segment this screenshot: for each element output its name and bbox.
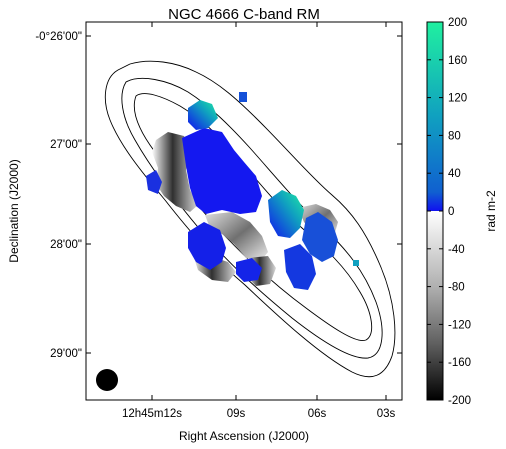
rm-positive-region-right <box>268 190 304 238</box>
y-tick-label: -0°26'00" <box>35 31 82 43</box>
x-tick-label: 12h45m12s <box>122 408 182 420</box>
x-axis <box>151 22 387 400</box>
rm-positive-region-center <box>236 258 262 282</box>
rm-negative-region-center <box>205 212 268 262</box>
y-tick-label: 27'00" <box>50 139 82 151</box>
rm-positive-region-lower-left <box>188 222 226 270</box>
rm-positive-speck-right <box>353 260 359 266</box>
rm-positive-region-left <box>146 170 162 194</box>
x-axis-label: Right Ascension (J2000) <box>179 429 309 443</box>
y-tick-label: 28'00" <box>50 239 82 251</box>
y-tick-label: 29'00" <box>50 348 82 360</box>
rm-positive-region-top <box>188 100 218 130</box>
colorbar-tick-label: 80 <box>448 130 461 142</box>
y-axis-label: Declination (J2000) <box>7 159 21 262</box>
chart-title: NGC 4666 C-band RM <box>168 6 320 23</box>
rm-positive-region-bottom <box>284 244 316 290</box>
colorbar-tick-label: -160 <box>448 357 471 369</box>
y-axis <box>86 35 402 354</box>
colorbar-tick-label: -120 <box>448 319 471 331</box>
beam-marker <box>96 369 118 391</box>
colorbar-ticks: 200 160 120 80 40 0 -40 -80 -120 -160 -200 <box>427 17 471 407</box>
colorbar-tick-label: -40 <box>448 244 465 256</box>
rm-positive-region-far-right <box>302 212 338 262</box>
colorbar-label: rad m-2 <box>484 190 498 232</box>
rm-positive-region-main <box>182 128 262 214</box>
colorbar-tick-label: 40 <box>448 168 461 180</box>
x-tick-label: 06s <box>308 408 327 420</box>
colorbar-tick-label: 160 <box>448 55 467 67</box>
colorbar-tick-label: -200 <box>448 395 471 407</box>
colorbar-tick-label: 0 <box>448 206 454 218</box>
x-tick-label: 03s <box>377 408 396 420</box>
colorbar-tick-label: -80 <box>448 282 465 294</box>
colorbar-tick-label: 200 <box>448 17 467 29</box>
x-tick-label: 09s <box>227 408 246 420</box>
colorbar-tick-label: 120 <box>448 93 467 105</box>
rm-positive-speck-top <box>239 92 247 102</box>
